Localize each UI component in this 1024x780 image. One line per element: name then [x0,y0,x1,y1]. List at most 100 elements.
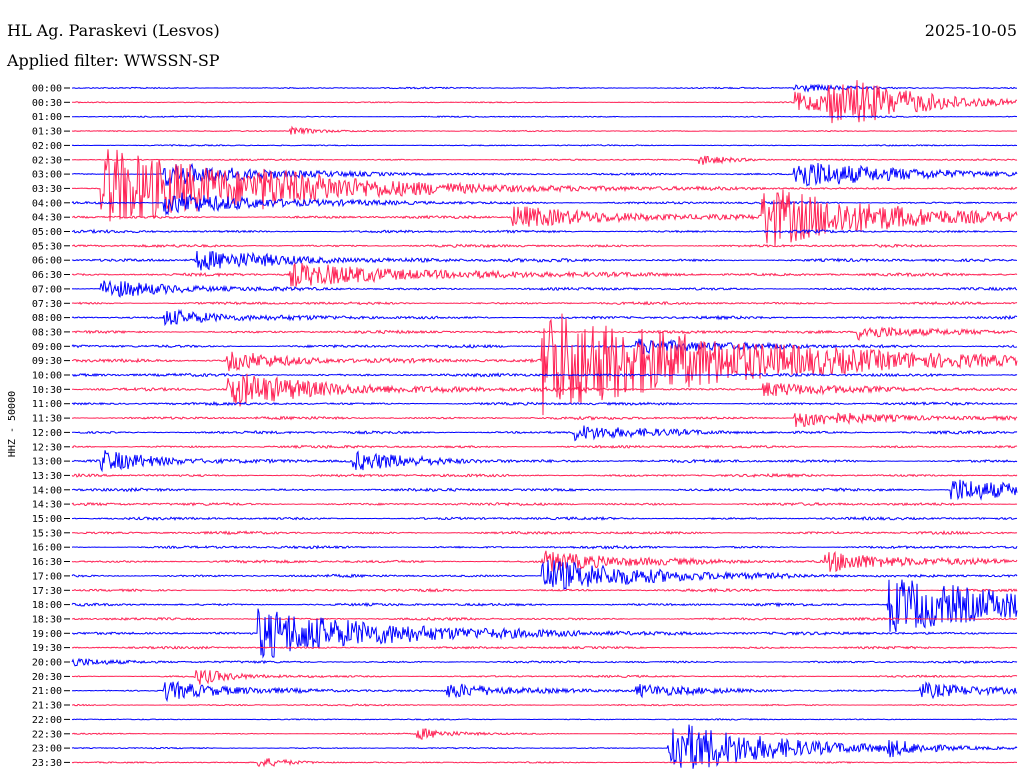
trace-row-0400 [71,192,1018,216]
row-time-label: 02:00 [32,141,62,152]
trace-row-2130 [72,703,1017,707]
row-time-label: 11:30 [32,414,62,425]
row-time-label: 19:30 [32,643,62,654]
trace-row-2030 [71,669,1018,685]
trace-row-0230 [71,155,1018,165]
row-time-label: 16:00 [32,543,62,554]
trace-row-0700 [71,279,1018,298]
trace-row-1400 [71,479,1018,501]
trace-row-1030 [71,373,1018,407]
row-time-label: 01:00 [32,112,62,123]
row-time-label: 00:30 [32,98,62,109]
trace-row-1700 [71,560,1018,590]
row-time-label: 21:00 [32,686,62,697]
row-time-label: 10:00 [32,371,62,382]
row-time-label: 22:30 [32,729,62,740]
trace-row-0000 [71,83,1018,93]
row-time-label: 08:30 [32,327,62,338]
row-time-label: 08:00 [32,313,62,324]
row-time-label: 14:00 [32,485,62,496]
station-title: HL Ag. Paraskevi (Lesvos) [7,21,220,40]
trace-row-0300 [71,162,1018,187]
row-time-label: 17:00 [32,571,62,582]
trace-row-0600 [71,250,1018,271]
row-time-label: 12:00 [32,428,62,439]
row-time-label: 02:30 [32,155,62,166]
trace-row-1830 [72,616,1018,622]
trace-row-1330 [71,472,1018,479]
row-time-label: 18:30 [32,614,62,625]
trace-row-0930 [71,313,1018,416]
trace-row-2300 [71,724,1018,769]
row-time-label: 17:30 [32,586,62,597]
row-time-label: 05:30 [32,241,62,252]
trace-row-0330 [71,149,1018,222]
row-time-label: 15:30 [32,528,62,539]
row-time-label: 03:30 [32,184,62,195]
trace-row-0730 [71,300,1018,306]
row-time-label: 09:30 [32,356,62,367]
trace-row-0100 [71,115,1018,119]
trace-row-1600 [71,544,1018,550]
row-time-label: 06:30 [32,270,62,281]
y-axis-label: HHZ - 50000 [7,391,18,457]
row-time-label: 04:00 [32,198,62,209]
row-time-label: 13:30 [32,471,62,482]
row-time-label: 20:30 [32,672,62,683]
row-time-label: 21:30 [32,701,62,712]
trace-row-1730 [71,587,1018,593]
row-time-label: 04:30 [32,213,62,224]
trace-row-0430 [71,189,1018,246]
row-time-label: 13:00 [32,457,62,468]
row-time-label: 00:00 [32,84,62,95]
row-time-label: 12:30 [32,442,62,453]
row-time-label: 22:00 [32,715,62,726]
trace-row-0800 [71,308,1018,327]
trace-row-1500 [71,515,1018,521]
trace-row-2200 [71,718,1018,721]
trace-row-2330 [71,758,1017,768]
row-time-label: 15:00 [32,514,62,525]
row-time-label: 07:00 [32,284,62,295]
row-time-label: 07:30 [32,299,62,310]
date-label: 2025-10-05 [925,21,1017,40]
row-time-label: 23:00 [32,744,62,755]
trace-row-0630 [71,262,1018,287]
trace-row-2100 [71,680,1018,703]
row-time-label: 18:00 [32,600,62,611]
row-time-label: 09:00 [32,342,62,353]
row-time-label: 16:30 [32,557,62,568]
row-time-label: 03:00 [32,170,62,181]
row-time-label: 06:00 [32,256,62,267]
trace-row-1300 [71,450,1018,473]
trace-area [71,80,1018,769]
row-time-label: 23:30 [32,758,62,769]
trace-row-1000 [71,372,1018,378]
row-time-label: 01:30 [32,127,62,138]
trace-row-0500 [71,228,1018,235]
trace-row-1200 [71,425,1018,442]
trace-row-1930 [71,645,1018,650]
row-time-label: 14:30 [32,500,62,511]
trace-row-0200 [71,144,1018,147]
row-time-label: 10:30 [32,385,62,396]
row-time-label: 19:00 [32,629,62,640]
filter-label: Applied filter: WWSSN-SP [6,51,220,70]
trace-row-1530 [72,529,1018,536]
trace-row-1630 [71,550,1018,573]
trace-row-0530 [72,243,1018,249]
trace-row-2230 [71,728,1017,740]
trace-row-2000 [71,657,1018,667]
row-time-label: 20:00 [32,658,62,669]
trace-row-1130 [71,412,1018,428]
row-time-label: 05:00 [32,227,62,238]
trace-row-1100 [71,400,1018,407]
trace-row-1430 [71,501,1018,507]
trace-row-1230 [71,444,1018,450]
trace-row-1900 [72,608,1018,659]
trace-row-0130 [71,125,1018,136]
trace-row-0030 [71,80,1018,124]
trace-row-1800 [71,579,1018,633]
time-axis: 00:00 00:30 01:00 01:30 02:00 02:30 03:00 03:30… [32,84,70,769]
